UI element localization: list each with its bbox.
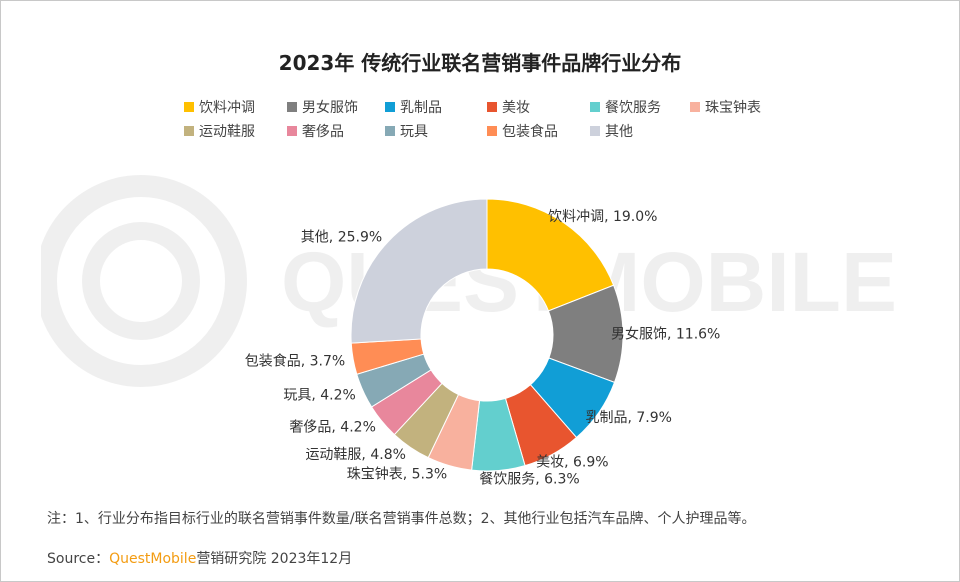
legend-swatch [487, 126, 497, 136]
legend-label: 美妆 [502, 100, 530, 116]
legend-label: 餐饮服务 [605, 100, 661, 116]
donut-slice[interactable] [350, 198, 488, 344]
legend-swatch [385, 102, 395, 112]
legend-label: 饮料冲调 [199, 100, 255, 116]
legend-item[interactable]: 餐饮服务 [590, 97, 661, 117]
data-label: 珠宝钟表, 5.3% [347, 465, 447, 482]
legend-swatch [590, 126, 600, 136]
legend-label: 奢侈品 [302, 124, 344, 140]
data-label: 运动鞋服, 4.8% [305, 447, 405, 463]
legend-label: 乳制品 [400, 100, 442, 116]
data-label: 饮料冲调, 19.0% [548, 209, 657, 225]
donut-slice[interactable] [486, 198, 615, 312]
legend-label: 其他 [605, 124, 633, 140]
legend-swatch [385, 126, 395, 136]
data-label: 其他, 25.9% [301, 229, 382, 245]
donut-chart: 饮料冲调, 19.0% 男女服饰, 11.6% 乳制品, 7.9% 美妆, 6.9%餐… [245, 198, 720, 487]
legend-label: 运动鞋服 [199, 124, 255, 140]
legend-label: 男女服饰 [302, 100, 358, 116]
legend-swatch [590, 102, 600, 112]
legend-swatch [184, 102, 194, 112]
chart-title: 2023年 传统行业联名营销事件品牌行业分布 [278, 51, 682, 75]
legend-item[interactable]: 饮料冲调 [184, 97, 255, 117]
legend-item[interactable]: 美妆 [487, 97, 530, 117]
footnote: 注：1、行业分布指目标行业的联名营销事件数量/联名营销事件总数；2、其他行业包括… [47, 511, 756, 527]
legend-swatch [487, 102, 497, 112]
legend-item[interactable]: 其他 [590, 121, 633, 141]
legend-item[interactable]: 奢侈品 [287, 121, 344, 141]
legend-item[interactable]: 珠宝钟表 [690, 97, 761, 117]
data-label: 美妆, 6.9% [536, 454, 608, 470]
legend-label: 玩具 [400, 124, 428, 140]
data-label: 餐饮服务, 6.3% [479, 471, 579, 487]
data-label: 奢侈品, 4.2% [289, 420, 375, 436]
legend-swatch [184, 126, 194, 136]
source-prefix: Source： [47, 551, 110, 567]
legend-item[interactable]: 运动鞋服 [184, 121, 255, 141]
data-label: 乳制品, 7.9% [585, 410, 671, 426]
legend-swatch [690, 102, 700, 112]
data-label: 包装食品, 3.7% [245, 352, 345, 369]
source-suffix: 营销研究院 2023年12月 [196, 551, 353, 567]
legend-swatch [287, 126, 297, 136]
legend-item[interactable]: 包装食品 [487, 121, 558, 141]
legend-item[interactable]: 男女服饰 [287, 97, 358, 117]
legend-label: 包装食品 [502, 124, 558, 140]
legend-item[interactable]: 玩具 [385, 121, 428, 141]
legend-label: 珠宝钟表 [705, 100, 761, 116]
source-line: Source：QuestMobile营销研究院 2023年12月 [47, 548, 352, 568]
legend-swatch [287, 102, 297, 112]
data-label: 玩具, 4.2% [283, 387, 355, 403]
data-label: 男女服饰, 11.6% [611, 326, 720, 343]
source-brand: QuestMobile [109, 551, 197, 567]
legend-item[interactable]: 乳制品 [385, 97, 442, 117]
